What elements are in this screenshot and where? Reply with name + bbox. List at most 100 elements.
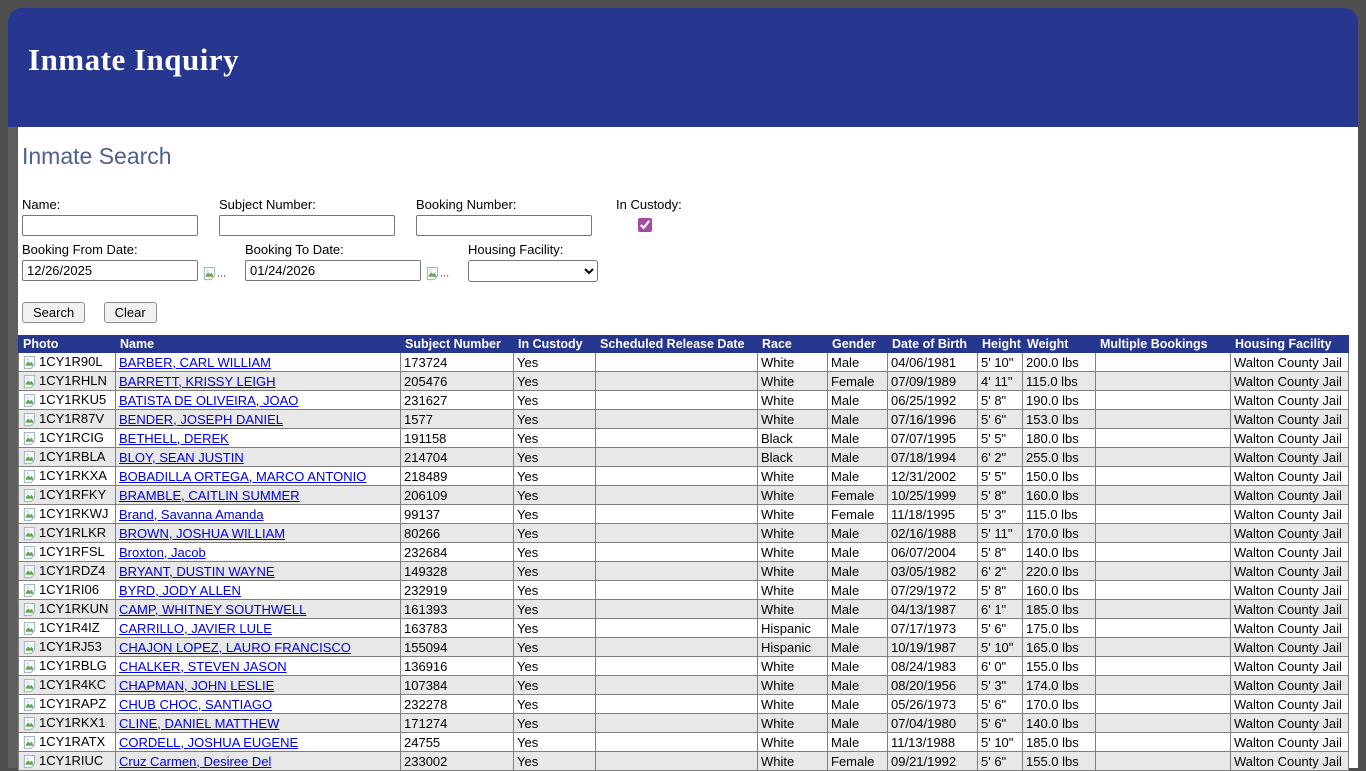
- name-cell: BARRETT, KRISSY LEIGH: [115, 371, 401, 391]
- scheduled-release-date-cell: [595, 713, 758, 733]
- housing-facility-cell: Walton County Jail: [1230, 618, 1349, 638]
- multiple-bookings-cell: [1095, 580, 1231, 600]
- name-input[interactable]: [22, 215, 198, 236]
- weight-cell: 174.0 lbs: [1022, 675, 1096, 695]
- housing-facility-select[interactable]: [468, 260, 598, 282]
- inmate-name-link[interactable]: CHAJON LOPEZ, LAURO FRANCISCO: [119, 639, 351, 655]
- photo-alt-text: 1CY1RCIG: [39, 429, 105, 445]
- height-cell: 5' 5": [977, 466, 1023, 486]
- name-cell: CARRILLO, JAVIER LULE: [115, 618, 401, 638]
- height-cell: 6' 2": [977, 447, 1023, 467]
- inmate-name-link[interactable]: BARBER, CARL WILLIAM: [119, 354, 271, 370]
- multiple-bookings-cell: [1095, 675, 1231, 695]
- name-cell: Brand, Savanna Amanda: [115, 504, 401, 524]
- inmate-name-link[interactable]: BOBADILLA ORTEGA, MARCO ANTONIO: [119, 468, 367, 484]
- scheduled-release-date-cell: [595, 751, 758, 771]
- column-header-scheduled-release-date: Scheduled Release Date: [595, 335, 758, 353]
- gender-cell: Male: [827, 599, 888, 619]
- booking-from-date-input[interactable]: [22, 260, 198, 281]
- subject-number-label: Subject Number:: [219, 197, 316, 212]
- race-cell: Black: [757, 428, 828, 448]
- dob-cell: 06/25/1992: [887, 390, 978, 410]
- subject-number-cell: 136916: [400, 656, 514, 676]
- clear-button[interactable]: Clear: [103, 302, 157, 323]
- table-row: 1CY1RKX1 CLINE, DANIEL MATTHEW 171274 Yes Wh…: [18, 713, 1349, 733]
- housing-facility-cell: Walton County Jail: [1230, 599, 1349, 619]
- photo-alt-text: 1CY1RDZ4: [39, 562, 106, 578]
- table-row: 1CY1RKWJ Brand, Savanna Amanda 99137 Yes Whi…: [18, 504, 1349, 524]
- photo-cell: 1CY1RKXA: [18, 466, 116, 486]
- in-custody-cell: Yes: [513, 504, 596, 524]
- inmate-name-link[interactable]: CLINE, DANIEL MATTHEW: [119, 715, 280, 731]
- inmate-name-link[interactable]: Broxton, Jacob: [119, 544, 206, 560]
- inmate-name-link[interactable]: BRAMBLE, CAITLIN SUMMER: [119, 487, 300, 503]
- in-custody-cell: Yes: [513, 599, 596, 619]
- weight-cell: 170.0 lbs: [1022, 523, 1096, 543]
- race-cell: White: [757, 523, 828, 543]
- photo-alt-text: 1CY1R4IZ: [39, 619, 100, 635]
- in-custody-label: In Custody:: [616, 197, 682, 212]
- gender-cell: Male: [827, 352, 888, 372]
- from-date-picker[interactable]: ...: [202, 266, 226, 281]
- in-custody-cell: Yes: [513, 352, 596, 372]
- race-cell: White: [757, 485, 828, 505]
- column-header-photo: Photo: [18, 335, 116, 353]
- inmate-name-link[interactable]: CHAPMAN, JOHN LESLIE: [119, 677, 275, 693]
- name-cell: BENDER, JOSEPH DANIEL: [115, 409, 401, 429]
- dob-cell: 02/16/1988: [887, 523, 978, 543]
- inmate-name-link[interactable]: BLOY, SEAN JUSTIN: [119, 449, 244, 465]
- height-cell: 6' 1": [977, 599, 1023, 619]
- inmate-name-link[interactable]: BETHELL, DEREK: [119, 430, 229, 446]
- scheduled-release-date-cell: [595, 428, 758, 448]
- scheduled-release-date-cell: [595, 485, 758, 505]
- booking-number-label: Booking Number:: [416, 197, 517, 212]
- photo-alt-text: 1CY1RKU5: [39, 391, 107, 407]
- race-cell: Black: [757, 447, 828, 467]
- table-header-row: Photo Name Subject Number In Custody Schedul…: [18, 335, 1349, 353]
- inmate-name-link[interactable]: CORDELL, JOSHUA EUGENE: [119, 734, 299, 750]
- gender-cell: Male: [827, 675, 888, 695]
- subject-number-cell: 233002: [400, 751, 514, 771]
- search-button[interactable]: Search: [22, 302, 86, 323]
- table-row: 1CY1R87V BENDER, JOSEPH DANIEL 1577 Yes Whit…: [18, 409, 1349, 429]
- inmate-name-link[interactable]: Brand, Savanna Amanda: [119, 506, 264, 522]
- broken-image-icon: [23, 678, 36, 693]
- race-cell: White: [757, 599, 828, 619]
- booking-to-date-input[interactable]: [245, 260, 421, 281]
- inmate-name-link[interactable]: BYRD, JODY ALLEN: [119, 582, 241, 598]
- height-cell: 5' 8": [977, 390, 1023, 410]
- column-header-in-custody: In Custody: [513, 335, 596, 353]
- inmate-name-link[interactable]: BARRETT, KRISSY LEIGH: [119, 373, 276, 389]
- booking-number-input[interactable]: [416, 215, 592, 236]
- inmate-name-link[interactable]: BATISTA DE OLIVEIRA, JOAO: [119, 392, 299, 408]
- broken-image-icon: [23, 735, 36, 750]
- inmate-name-link[interactable]: CARRILLO, JAVIER LULE: [119, 620, 272, 636]
- broken-image-icon: [23, 697, 36, 712]
- subject-number-cell: 232919: [400, 580, 514, 600]
- in-custody-checkbox[interactable]: [638, 218, 652, 232]
- race-cell: White: [757, 675, 828, 695]
- photo-alt-text: 1CY1RFKY: [39, 486, 107, 502]
- subject-number-cell: 149328: [400, 561, 514, 581]
- scheduled-release-date-cell: [595, 352, 758, 372]
- inmate-name-link[interactable]: CHALKER, STEVEN JASON: [119, 658, 287, 674]
- inmate-name-link[interactable]: CAMP, WHITNEY SOUTHWELL: [119, 601, 307, 617]
- inmate-name-link[interactable]: BRYANT, DUSTIN WAYNE: [119, 563, 275, 579]
- multiple-bookings-cell: [1095, 637, 1231, 657]
- subject-number-input[interactable]: [219, 215, 395, 236]
- inmate-name-link[interactable]: Cruz Carmen, Desiree Del: [119, 753, 272, 769]
- broken-image-icon: [203, 266, 216, 281]
- inmate-name-link[interactable]: CHUB CHOC, SANTIAGO: [119, 696, 273, 712]
- scheduled-release-date-cell: [595, 580, 758, 600]
- gender-cell: Male: [827, 542, 888, 562]
- photo-alt-text: 1CY1RJ53: [39, 638, 102, 654]
- inmate-name-link[interactable]: BROWN, JOSHUA WILLIAM: [119, 525, 286, 541]
- in-custody-cell: Yes: [513, 694, 596, 714]
- in-custody-cell: Yes: [513, 732, 596, 752]
- inmate-name-link[interactable]: BENDER, JOSEPH DANIEL: [119, 411, 283, 427]
- broken-image-icon: [426, 266, 439, 281]
- broken-image-icon: [23, 583, 36, 598]
- app-header: Inmate Inquiry: [8, 8, 1358, 127]
- to-date-picker[interactable]: ...: [425, 266, 449, 281]
- gender-cell: Female: [827, 371, 888, 391]
